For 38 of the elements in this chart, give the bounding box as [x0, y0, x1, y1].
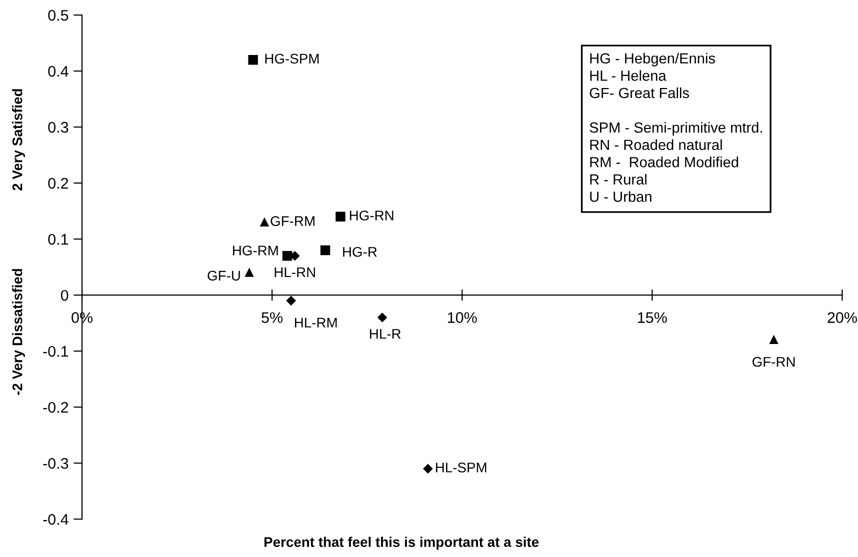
- x-tick-label: 5%: [262, 312, 283, 323]
- point: [286, 296, 296, 306]
- data-label: HG-RN: [350, 210, 394, 220]
- point: [423, 464, 433, 474]
- data-label: GF-RN: [752, 356, 795, 367]
- y-tick-label: 0.4: [48, 66, 68, 77]
- point: [282, 251, 292, 261]
- y-tick-label: 0: [60, 290, 68, 301]
- x-tick-label: 10%: [448, 312, 477, 323]
- data-label: GF-RM: [270, 216, 314, 226]
- x-tick-label: 20%: [828, 312, 857, 323]
- data-label: HL-SPM: [436, 462, 486, 472]
- y-tick-label: 0.2: [48, 178, 68, 189]
- x-axis-title: Percent that feel this is important at a site: [264, 536, 539, 550]
- data-label: HL-RN: [274, 268, 315, 278]
- data-label: GF-U: [208, 270, 240, 281]
- y-tick-label: -0.3: [43, 458, 68, 469]
- y-axis-title: -2 Very Dissatisfied 2 Very Satisfied: [12, 89, 26, 395]
- data-label: HG-SPM: [265, 54, 319, 64]
- point: [320, 245, 330, 256]
- point: [770, 336, 778, 344]
- y-tick-label: -0.1: [43, 346, 68, 357]
- data-label: HL-RM: [294, 318, 337, 328]
- point: [248, 54, 258, 65]
- point: [378, 312, 387, 322]
- point: [336, 212, 346, 222]
- y-tick-label: -0.4: [43, 514, 68, 525]
- point: [260, 218, 269, 226]
- point: [245, 268, 254, 277]
- y-tick-label: 0.1: [48, 234, 68, 245]
- data-label: HG-R: [343, 246, 377, 257]
- y-tick-label: 0.5: [48, 10, 68, 21]
- text: HG - Hebgen/Ennis HL - Helena GF- Great Falls SPM - Semi-primitive mtrd. RN - Roaded natural RM - Roaded Modified R - Rural U - Urban: [590, 52, 762, 202]
- x-tick-label: 15%: [638, 312, 667, 323]
- data-label: HG-RM: [233, 246, 278, 256]
- y-tick-label: 0.3: [48, 122, 68, 133]
- y-tick-label: -0.2: [43, 402, 68, 413]
- data-label: HL-R: [370, 329, 401, 339]
